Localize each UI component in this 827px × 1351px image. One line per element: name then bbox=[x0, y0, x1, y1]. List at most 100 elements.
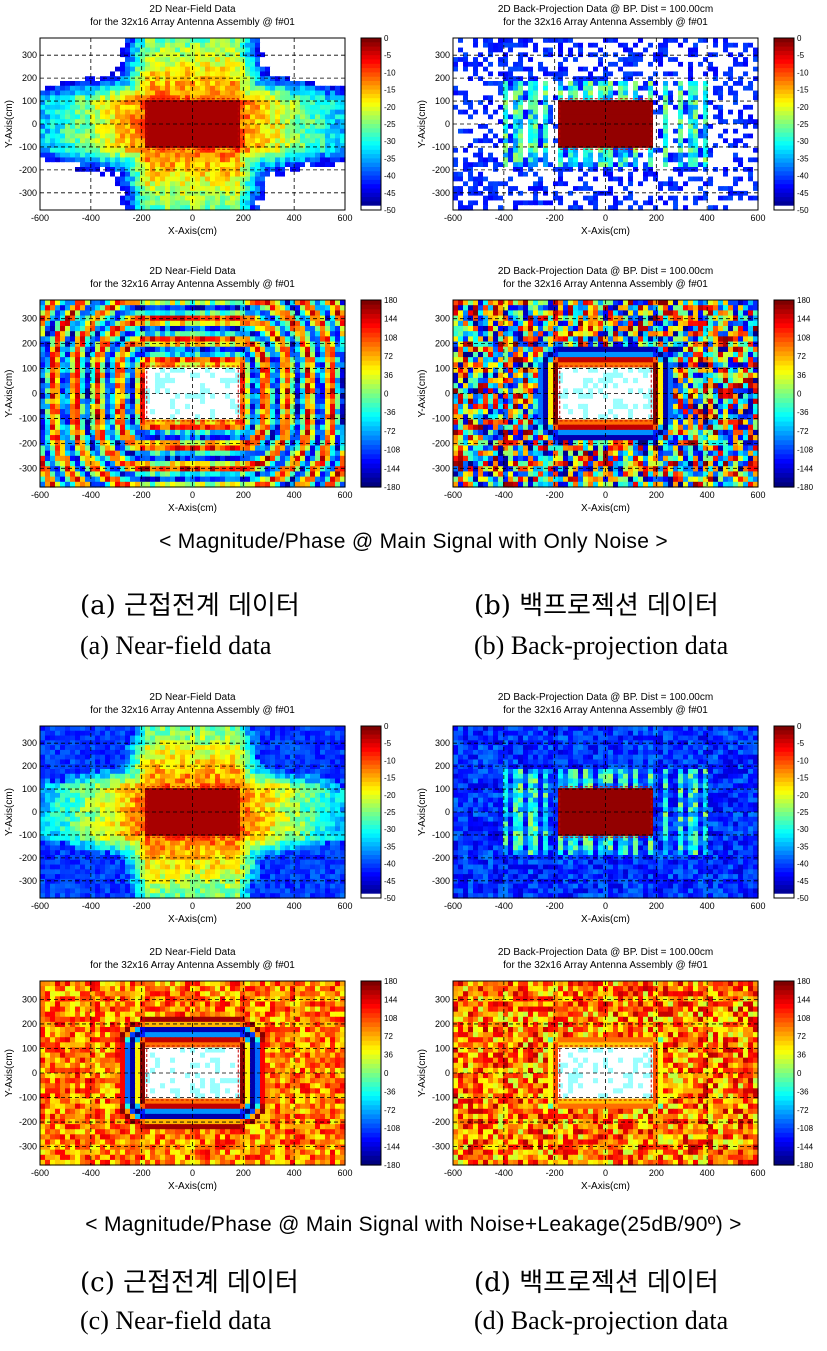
colorbar-tick-label: -72 bbox=[384, 1106, 396, 1115]
colorbar-tick-label: -45 bbox=[384, 877, 396, 886]
x-tick-label: 600 bbox=[337, 901, 352, 911]
colorbar-tick-label: 108 bbox=[797, 1014, 811, 1023]
heatmap bbox=[40, 300, 346, 488]
y-tick-label: -100 bbox=[19, 142, 37, 152]
colorbar-tick-label: 0 bbox=[384, 34, 389, 43]
x-tick-label: 200 bbox=[236, 901, 251, 911]
x-tick-label: -200 bbox=[133, 490, 151, 500]
panel-title-line1: 2D Near-Field Data bbox=[149, 4, 236, 15]
x-tick-label: 600 bbox=[750, 901, 765, 911]
colorbar-tick-label: -144 bbox=[384, 464, 401, 473]
x-axis-label: X-Axis(cm) bbox=[581, 503, 630, 514]
x-axis-label: X-Axis(cm) bbox=[168, 914, 217, 925]
y-tick-label: 100 bbox=[435, 96, 450, 106]
colorbar-tick-label: -144 bbox=[797, 1143, 814, 1152]
x-tick-label: -600 bbox=[444, 1168, 462, 1178]
colorbar-tick-label: -144 bbox=[797, 464, 814, 473]
grid bbox=[453, 726, 758, 898]
subcaption-c-english: (c) Near-field data bbox=[80, 1306, 272, 1335]
y-tick-label: -300 bbox=[19, 1142, 37, 1152]
colorbar-tick-label: 0 bbox=[797, 390, 802, 399]
y-axis-label: Y-Axis(cm) bbox=[4, 100, 15, 148]
panel-title-line2: for the 32x16 Array Antenna Assembly @ f… bbox=[503, 279, 708, 290]
colorbar-tick-label: 144 bbox=[384, 315, 398, 324]
banner-noise-leakage: < Magnitude/Phase @ Main Signal with Noi… bbox=[85, 1213, 742, 1236]
colorbar-tick-label: -5 bbox=[384, 51, 392, 60]
heatmap bbox=[453, 300, 759, 488]
x-tick-label: -400 bbox=[82, 213, 100, 223]
colorbar-tick-label: 72 bbox=[384, 1032, 393, 1041]
y-axis-label: Y-Axis(cm) bbox=[4, 788, 15, 836]
colorbar-tick-label: -15 bbox=[797, 774, 809, 783]
y-axis-label: Y-Axis(cm) bbox=[417, 370, 428, 418]
colorbar-tick-label: -50 bbox=[797, 894, 809, 903]
panel-a-magnitude: 2D Near-Field Data for the 32x16 Array An… bbox=[4, 4, 396, 237]
colorbar-tick-label: 144 bbox=[384, 995, 398, 1004]
panel-b-magnitude: 2D Back-Projection Data @ BP. Dist = 100… bbox=[417, 4, 809, 237]
banner-only-noise: < Magnitude/Phase @ Main Signal with Onl… bbox=[159, 530, 668, 553]
y-tick-label: 100 bbox=[435, 1043, 450, 1053]
x-axis-label: X-Axis(cm) bbox=[168, 1181, 217, 1192]
x-axis-label: X-Axis(cm) bbox=[168, 503, 217, 514]
panel-title-line2: for the 32x16 Array Antenna Assembly @ f… bbox=[90, 279, 295, 290]
x-tick-label: 0 bbox=[190, 490, 195, 500]
y-axis-label: Y-Axis(cm) bbox=[417, 788, 428, 836]
panel-title-line1: 2D Near-Field Data bbox=[149, 692, 236, 703]
heatmap bbox=[453, 38, 759, 211]
y-tick-label: 300 bbox=[435, 994, 450, 1004]
colorbar-tick-label: -10 bbox=[797, 68, 809, 77]
colorbar-tick-label: 108 bbox=[384, 333, 398, 342]
subcaption-a-korean: (a) 근접전계 데이터 bbox=[80, 591, 300, 621]
x-tick-label: 400 bbox=[700, 901, 715, 911]
colorbar-tick-label: 72 bbox=[797, 1032, 806, 1041]
y-tick-label: -100 bbox=[432, 830, 450, 840]
colorbar-tick-label: -5 bbox=[797, 51, 805, 60]
colorbar-tick-label: -35 bbox=[384, 842, 396, 851]
x-tick-label: 400 bbox=[287, 1168, 302, 1178]
x-tick-label: 600 bbox=[337, 213, 352, 223]
panel-title-line1: 2D Back-Projection Data @ BP. Dist = 100… bbox=[498, 692, 713, 703]
x-tick-label: 600 bbox=[750, 490, 765, 500]
colorbar-tick-label: -30 bbox=[797, 825, 809, 834]
colorbar-tick-label: -40 bbox=[797, 860, 809, 869]
colorbar-tick-label: -108 bbox=[384, 1124, 401, 1133]
x-tick-label: -600 bbox=[31, 901, 49, 911]
x-tick-label: 0 bbox=[603, 490, 608, 500]
x-tick-label: 600 bbox=[750, 1168, 765, 1178]
y-tick-label: 200 bbox=[435, 1019, 450, 1029]
colorbar-tick-label: 36 bbox=[384, 371, 393, 380]
y-axis-label: Y-Axis(cm) bbox=[4, 1049, 15, 1097]
panel-title-line1: 2D Back-Projection Data @ BP. Dist = 100… bbox=[498, 4, 713, 15]
y-tick-label: -100 bbox=[432, 142, 450, 152]
y-tick-label: 100 bbox=[435, 364, 450, 374]
colorbar-tick-label: -10 bbox=[384, 756, 396, 765]
y-tick-label: 200 bbox=[22, 761, 37, 771]
y-tick-label: -200 bbox=[19, 853, 37, 863]
y-tick-label: 200 bbox=[435, 339, 450, 349]
x-tick-label: 0 bbox=[603, 901, 608, 911]
colorbar-tick-label: 180 bbox=[384, 296, 398, 305]
x-tick-label: -600 bbox=[444, 490, 462, 500]
colorbar-tick-label: 0 bbox=[797, 722, 802, 731]
x-tick-label: 200 bbox=[649, 901, 664, 911]
subcaption-b-korean: (b) 백프로젝션 데이터 bbox=[474, 591, 719, 621]
colorbar bbox=[360, 37, 382, 211]
x-tick-label: 400 bbox=[700, 213, 715, 223]
y-tick-label: 0 bbox=[445, 119, 450, 129]
panel-title-line2: for the 32x16 Array Antenna Assembly @ f… bbox=[503, 960, 708, 971]
y-tick-label: 0 bbox=[445, 807, 450, 817]
colorbar-tick-label: -25 bbox=[384, 120, 396, 129]
panel-a-phase: 2D Near-Field Data for the 32x16 Array An… bbox=[4, 266, 401, 514]
colorbar-tick-label: 180 bbox=[797, 977, 811, 986]
y-tick-label: 0 bbox=[32, 1068, 37, 1078]
y-tick-label: 200 bbox=[435, 73, 450, 83]
colorbar-tick-label: -36 bbox=[797, 408, 809, 417]
colorbar-tick-label: 0 bbox=[797, 1069, 802, 1078]
colorbar-tick-label: 72 bbox=[384, 352, 393, 361]
x-tick-label: -400 bbox=[495, 490, 513, 500]
y-tick-label: -100 bbox=[19, 413, 37, 423]
colorbar-tick-label: -36 bbox=[384, 408, 396, 417]
x-tick-label: 400 bbox=[700, 1168, 715, 1178]
colorbar-tick-label: -108 bbox=[797, 446, 814, 455]
colorbar-tick-label: -45 bbox=[797, 877, 809, 886]
